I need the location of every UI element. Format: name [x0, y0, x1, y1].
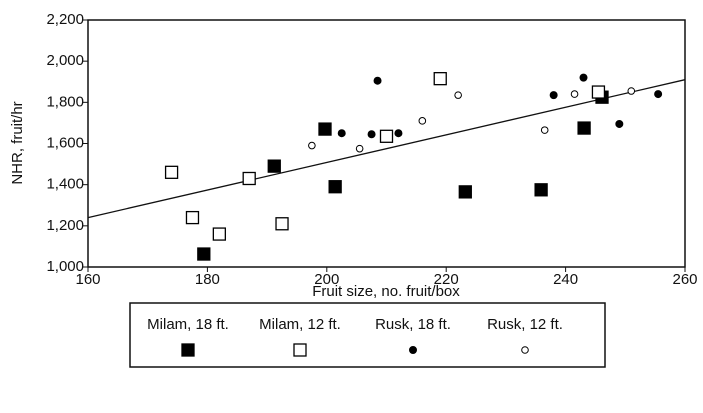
marker: [337, 129, 346, 138]
trendline: [87, 79, 686, 219]
legend-marker: [409, 346, 417, 354]
legend-frame: [129, 302, 606, 368]
marker: [367, 130, 376, 139]
marker: [458, 185, 472, 199]
legend-label: Rusk, 12 ft.: [487, 316, 563, 333]
marker: [534, 183, 548, 197]
y-tick-label: 1,200: [46, 217, 84, 234]
marker: [242, 171, 256, 186]
marker: [418, 117, 427, 125]
marker: [454, 91, 462, 99]
marker: [185, 210, 200, 225]
x-axis-label: Fruit size, no. fruit/box: [312, 283, 460, 300]
plot-frame: [87, 19, 686, 268]
marker: [577, 121, 591, 135]
x-tick-label: 220: [434, 271, 459, 288]
marker: [540, 126, 549, 134]
x-tick-label: 260: [672, 271, 697, 288]
y-tick-label: 2,000: [46, 52, 84, 69]
legend-label: Milam, 12 ft.: [259, 316, 341, 333]
y-tick-label: 1,800: [46, 93, 84, 110]
marker: [355, 144, 364, 153]
marker: [328, 180, 342, 194]
marker: [379, 129, 394, 143]
marker: [627, 87, 636, 95]
x-tick-label: 200: [314, 271, 339, 288]
marker: [579, 73, 588, 82]
y-axis-label: NHR, fruit/hr: [9, 101, 26, 184]
legend-marker: [521, 346, 529, 354]
marker: [433, 72, 447, 86]
marker: [570, 90, 579, 98]
legend-marker: [181, 343, 195, 357]
marker: [308, 141, 316, 150]
marker: [591, 85, 606, 99]
marker: [654, 90, 663, 99]
marker: [549, 91, 558, 100]
y-tick-label: 1,600: [46, 134, 84, 151]
y-tick-label: 2,200: [46, 11, 84, 28]
marker: [318, 122, 332, 136]
y-tick-label: 1,400: [46, 176, 84, 193]
marker: [615, 119, 624, 128]
marker: [212, 227, 226, 241]
x-tick-label: 160: [75, 271, 100, 288]
marker: [373, 76, 382, 85]
legend-label: Rusk, 18 ft.: [375, 316, 451, 333]
marker: [267, 159, 281, 173]
y-tick-label: 1,000: [46, 258, 84, 275]
marker: [197, 247, 211, 261]
marker: [164, 165, 179, 179]
marker: [394, 129, 403, 138]
x-tick-label: 180: [195, 271, 220, 288]
legend-marker: [293, 343, 307, 357]
legend-label: Milam, 18 ft.: [147, 316, 229, 333]
marker: [275, 217, 289, 231]
x-tick-label: 240: [553, 271, 578, 288]
